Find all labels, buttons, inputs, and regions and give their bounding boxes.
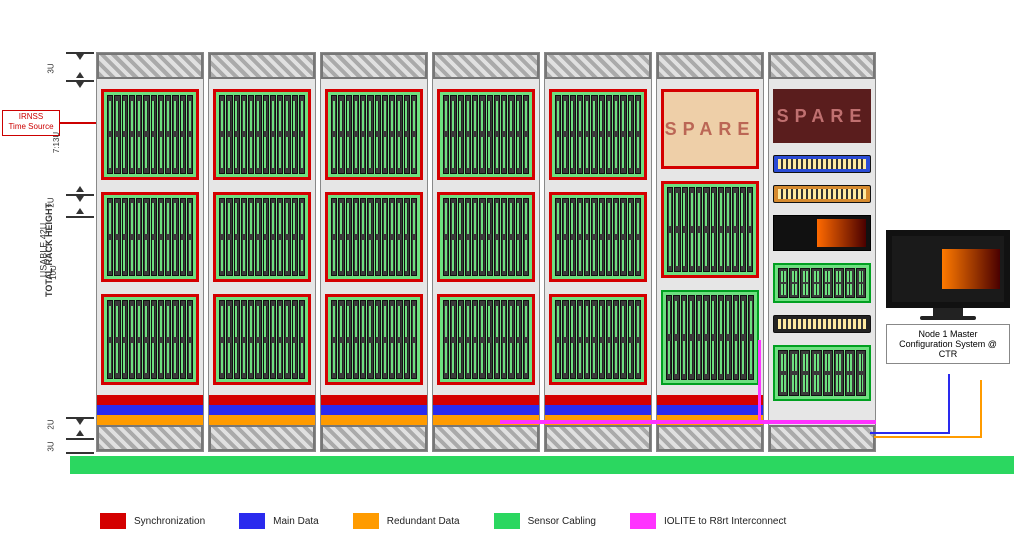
legend-label: Synchronization — [134, 516, 205, 527]
rack-4 — [432, 52, 540, 452]
rack-bottom-hatch — [97, 425, 203, 451]
iolite-chassis — [549, 294, 647, 385]
redundant-data-cable — [874, 380, 982, 438]
patch-panel — [773, 315, 871, 333]
legend-swatch — [353, 513, 379, 529]
rack-1 — [96, 52, 204, 452]
rack-5 — [544, 52, 652, 452]
legend-swatch — [630, 513, 656, 529]
legend-label: Sensor Cabling — [528, 516, 596, 527]
iolite-chassis — [437, 192, 535, 283]
iolite-chassis — [101, 89, 199, 180]
rack-3 — [320, 52, 428, 452]
rack-6: SPARE — [656, 52, 764, 452]
rack-7: SPARE — [768, 52, 876, 452]
iolite-chassis — [661, 181, 759, 278]
u-marker: 2U — [47, 197, 56, 207]
iolite-chassis — [325, 192, 423, 283]
u-marker: 10U — [49, 265, 58, 280]
iolite-chassis — [325, 89, 423, 180]
iolite-chassis — [213, 192, 311, 283]
legend: Synchronization Main Data Redundant Data… — [100, 513, 786, 529]
legend-item: Main Data — [239, 513, 319, 529]
legend-item: Sensor Cabling — [494, 513, 596, 529]
sync-bus — [97, 395, 203, 405]
main-data-bus — [97, 405, 203, 415]
iolite-r8rt-interconnect — [500, 420, 876, 424]
iolite-chassis — [549, 89, 647, 180]
kvm-monitor — [773, 215, 871, 251]
legend-swatch — [100, 513, 126, 529]
network-switch — [773, 155, 871, 173]
rack-diagram: IRNSS Time Source TOTAL RACK HEIGHT USAB… — [0, 0, 1024, 559]
master-config-title: Node 1 Master — [891, 329, 1005, 339]
iolite-chassis — [661, 290, 759, 385]
network-switch — [773, 185, 871, 203]
dimension-ticks — [66, 52, 94, 456]
legend-label: Redundant Data — [387, 516, 460, 527]
u-marker: 2U — [47, 419, 56, 429]
u-marker: 7:13U — [52, 132, 61, 153]
iolite-chassis — [213, 294, 311, 385]
redundant-data-bus — [97, 415, 203, 425]
monitor-icon — [886, 230, 1010, 308]
master-config-label: Node 1 Master Configuration System @ CTR — [886, 324, 1010, 364]
rack-top-hatch — [97, 53, 203, 79]
master-config-system: Node 1 Master Configuration System @ CTR — [886, 230, 1010, 364]
spare-slot: SPARE — [661, 89, 759, 169]
legend-swatch — [239, 513, 265, 529]
axis-labels: TOTAL RACK HEIGHT USABLE 42U 3U 7:13U 2U… — [46, 50, 64, 450]
u-marker: 3U — [47, 441, 56, 451]
rack-2 — [208, 52, 316, 452]
legend-label: IOLITE to R8rt Interconnect — [664, 516, 786, 527]
r8rt-chassis — [773, 345, 871, 401]
iolite-chassis — [437, 89, 535, 180]
iolite-chassis — [437, 294, 535, 385]
u-marker: 3U — [47, 63, 56, 73]
legend-swatch — [494, 513, 520, 529]
iolite-chassis — [101, 294, 199, 385]
r8rt-chassis — [773, 263, 871, 303]
legend-item: Redundant Data — [353, 513, 460, 529]
iolite-chassis — [101, 192, 199, 283]
legend-label: Main Data — [273, 516, 319, 527]
iolite-chassis — [549, 192, 647, 283]
axis-subtitle: USABLE 42U — [38, 223, 48, 278]
iolite-chassis — [325, 294, 423, 385]
legend-item: IOLITE to R8rt Interconnect — [630, 513, 786, 529]
master-config-subtitle: Configuration System @ CTR — [891, 339, 1005, 359]
sensor-cabling-tray — [70, 456, 1014, 474]
iolite-r8rt-interconnect-v — [758, 340, 761, 424]
spare-slot-dark: SPARE — [773, 89, 871, 143]
legend-item: Synchronization — [100, 513, 205, 529]
iolite-chassis — [213, 89, 311, 180]
